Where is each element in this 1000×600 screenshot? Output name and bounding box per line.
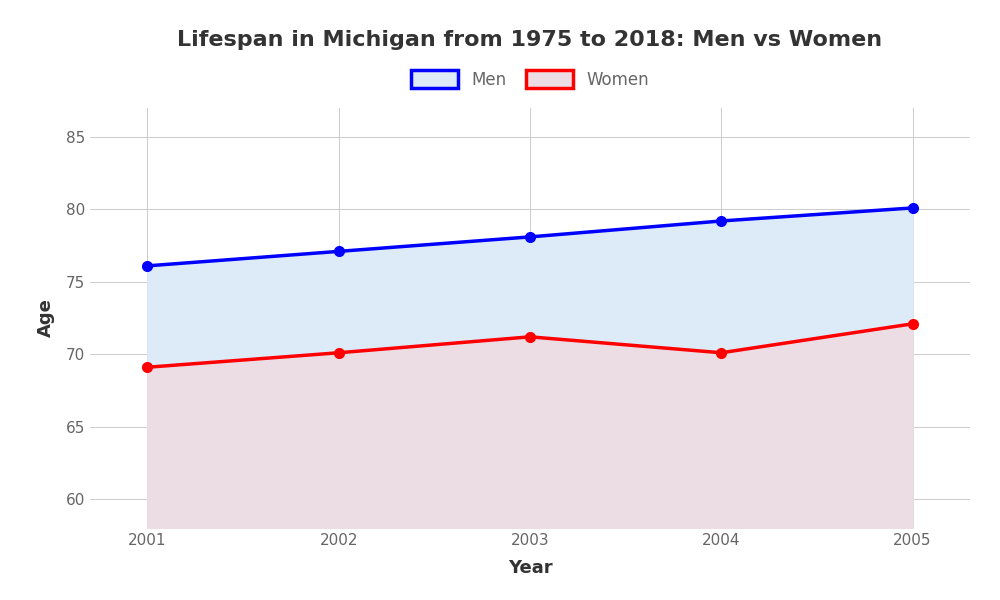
Legend: Men, Women: Men, Women bbox=[403, 62, 657, 97]
Title: Lifespan in Michigan from 1975 to 2018: Men vs Women: Lifespan in Michigan from 1975 to 2018: … bbox=[177, 29, 883, 49]
X-axis label: Year: Year bbox=[508, 559, 552, 577]
Y-axis label: Age: Age bbox=[37, 299, 55, 337]
